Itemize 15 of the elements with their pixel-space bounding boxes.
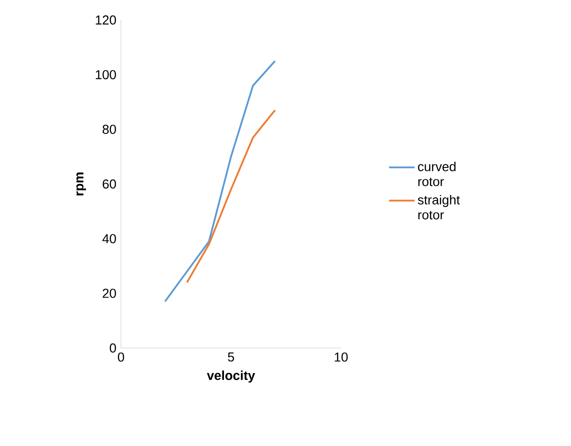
y-axis-title: rpm: [76, 172, 86, 196]
y-tick-label: 0: [110, 343, 116, 353]
line-series: [186, 109, 276, 284]
y-tick-label: 60: [102, 179, 116, 189]
x-tick-label: 0: [118, 352, 124, 362]
legend-label: straight rotor: [418, 194, 460, 220]
y-tick-label: 120: [96, 15, 116, 25]
line-series: [164, 60, 276, 302]
y-tick-label: 20: [102, 288, 116, 298]
y-tick-label: 40: [102, 234, 116, 244]
x-tick-label: 10: [334, 352, 348, 362]
y-tick-label: 100: [96, 70, 116, 80]
x-tick-label: 5: [228, 352, 234, 362]
y-tick-label: 80: [102, 124, 116, 134]
x-axis-title: velocity: [206, 370, 256, 383]
